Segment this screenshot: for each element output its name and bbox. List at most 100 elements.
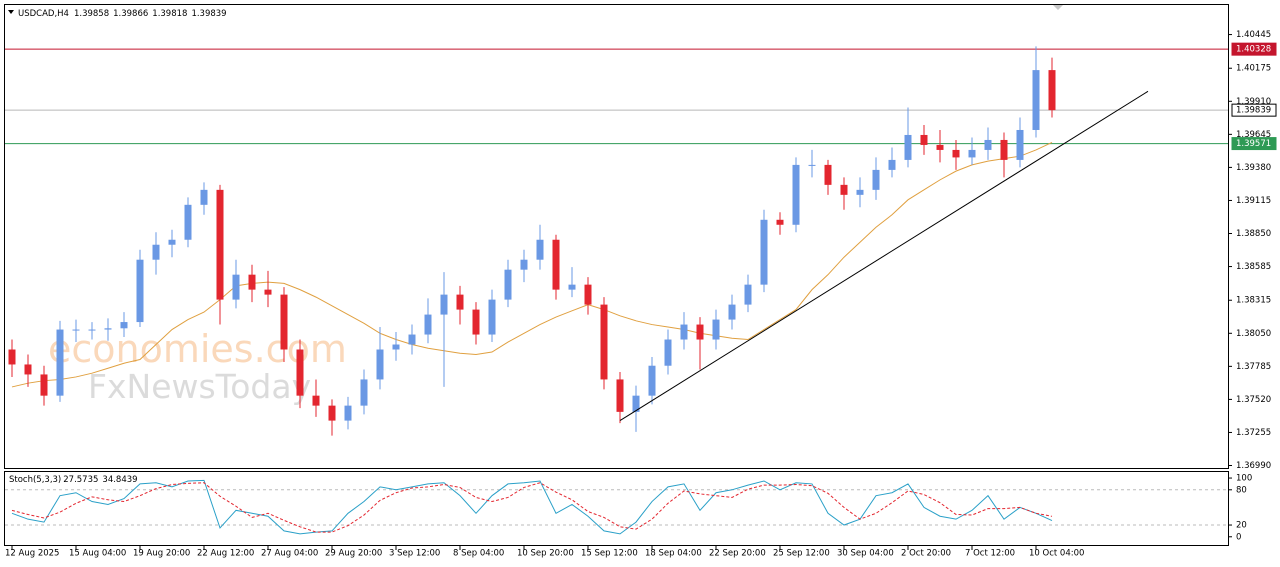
y-tick-label: 1.38585 — [1236, 262, 1271, 272]
close-readout: 1.39839 — [191, 9, 226, 19]
candle-body — [72, 329, 80, 331]
y-tick-label: 1.39115 — [1236, 196, 1271, 206]
high-readout: 1.39866 — [113, 9, 148, 19]
price-tag — [1231, 103, 1277, 117]
candle-body — [312, 395, 320, 406]
indicator-title: Stoch(5,3,3) — [9, 475, 61, 485]
candle-body — [968, 149, 976, 158]
x-tick-label: 15 Aug 04:00 — [69, 549, 126, 559]
x-tick-label: 7 Oct 12:00 — [965, 549, 1015, 559]
y-tick-label: 0 — [1236, 532, 1241, 542]
trendline — [619, 90, 1149, 422]
candle-body — [376, 349, 384, 380]
header-arrow[interactable] — [8, 10, 14, 14]
candle-body — [872, 169, 880, 190]
toolbar-toggle[interactable] — [1053, 5, 1063, 10]
x-tick-label: 27 Aug 04:00 — [261, 549, 318, 559]
candle-body — [1032, 70, 1040, 130]
candle-body — [856, 189, 864, 195]
indicator-panel — [4, 471, 1229, 546]
k-readout: 27.5735 — [63, 475, 98, 485]
header: USDCAD,H4 1.39858 1.39866 1.39818 1.39839 — [18, 9, 227, 19]
candle-body — [824, 164, 832, 185]
price-tag-label: 1.40328 — [1236, 45, 1271, 55]
candle-body — [664, 339, 672, 366]
candle-body — [104, 328, 112, 330]
candle-body — [392, 344, 400, 350]
x-tick-label: 18 Sep 04:00 — [645, 549, 702, 559]
x-tick-label: 22 Aug 12:00 — [197, 549, 254, 559]
candle-body — [568, 284, 576, 290]
x-tick-label: 15 Sep 12:00 — [581, 549, 638, 559]
candle-body — [1016, 129, 1024, 160]
candle-body — [728, 304, 736, 320]
candle-body — [8, 349, 16, 365]
candle-body — [328, 405, 336, 421]
candle-body — [536, 239, 544, 260]
indicator-header: Stoch(5,3,3) 27.5735 34.8439 — [9, 475, 138, 485]
candle-body — [632, 395, 640, 412]
y-tick-label: 1.40175 — [1236, 64, 1271, 74]
x-tick-label: 29 Aug 20:00 — [325, 549, 382, 559]
candle-body — [440, 294, 448, 315]
y-tick-label: 1.38315 — [1236, 296, 1271, 306]
x-tick-label: 12 Aug 2025 — [5, 549, 59, 559]
y-tick-label: 1.39645 — [1236, 130, 1271, 140]
candle-body — [248, 274, 256, 290]
x-tick-label: 8 Sep 04:00 — [453, 549, 504, 559]
candle-body — [152, 244, 160, 260]
x-tick-label: 3 Sep 12:00 — [389, 549, 440, 559]
candle-body — [184, 204, 192, 240]
candle-body — [360, 379, 368, 406]
x-tick-label: 19 Aug 20:00 — [133, 549, 190, 559]
candle-body — [680, 324, 688, 340]
candle-body — [648, 365, 656, 396]
y-tick-label: 80 — [1236, 485, 1247, 495]
y-tick-label: 1.39380 — [1236, 163, 1271, 173]
y-tick-label: 1.36990 — [1236, 461, 1271, 471]
candle-body — [408, 334, 416, 345]
candle-body — [744, 284, 752, 305]
candle-body — [936, 144, 944, 150]
candle-body — [168, 239, 176, 245]
low-readout: 1.39818 — [152, 9, 187, 19]
price-tag-label: 1.39839 — [1236, 106, 1271, 116]
y-tick-label: 1.37520 — [1236, 395, 1271, 405]
d-readout: 34.8439 — [102, 475, 137, 485]
moving-average — [11, 141, 1053, 388]
candle-body — [888, 159, 896, 170]
candle-body — [24, 364, 32, 375]
candle-body — [808, 164, 816, 166]
candle-body — [776, 219, 784, 225]
candle-body — [984, 139, 992, 150]
y-tick-label: 1.39910 — [1236, 97, 1271, 107]
candle-body — [616, 379, 624, 412]
candle-body — [40, 374, 48, 396]
candle-body — [904, 134, 912, 160]
candle-body — [120, 322, 128, 329]
price-tag-label: 1.39571 — [1236, 139, 1271, 149]
candle-body — [232, 274, 240, 300]
candle-body — [952, 149, 960, 158]
candle-body — [56, 329, 64, 396]
price-tag — [1231, 137, 1277, 151]
x-tick-label: 10 Sep 20:00 — [517, 549, 574, 559]
candle-body — [920, 134, 928, 145]
watermark: FxNewsToday — [88, 367, 311, 406]
x-tick-label: 10 Oct 04:00 — [1029, 549, 1084, 559]
candle-body — [488, 299, 496, 335]
candle-body — [1000, 139, 1008, 160]
y-tick-label: 20 — [1236, 521, 1247, 531]
candle-body — [584, 284, 592, 305]
candle-body — [296, 349, 304, 396]
candle-body — [88, 329, 96, 331]
candle-body — [760, 219, 768, 285]
x-tick-label: 30 Sep 04:00 — [837, 549, 894, 559]
candle-body — [424, 314, 432, 335]
candle-body — [200, 189, 208, 205]
candle-body — [216, 189, 224, 300]
candle-body — [344, 405, 352, 421]
x-tick-label: 2 Oct 20:00 — [901, 549, 951, 559]
candle-body — [696, 324, 704, 340]
